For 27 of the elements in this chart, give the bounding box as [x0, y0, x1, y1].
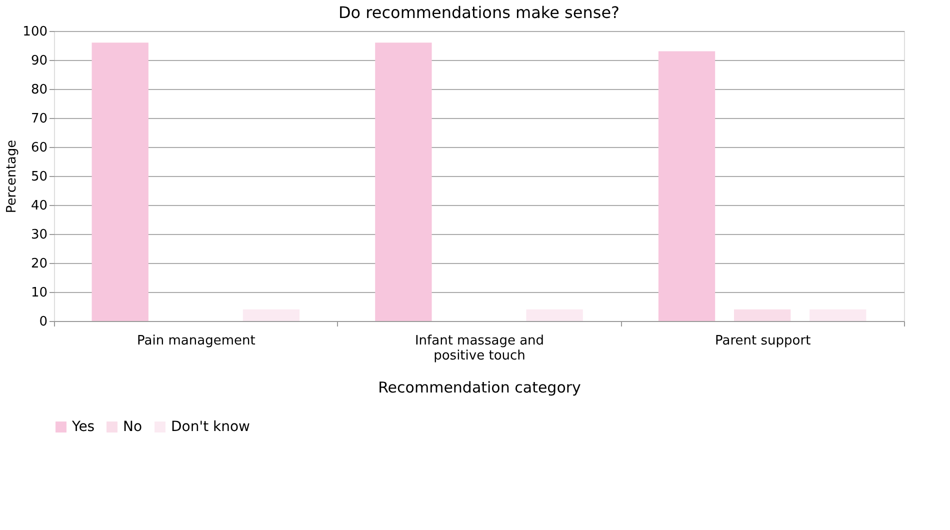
y-tick-label: 10: [30, 286, 48, 300]
x-axis-title: Recommendation category: [378, 378, 582, 396]
y-tick-label: 50: [30, 170, 48, 184]
bar: [375, 42, 432, 321]
legend-label: Yes: [71, 419, 95, 435]
y-tick-label: 30: [30, 228, 48, 242]
bar: [734, 309, 791, 321]
chart-title: Do recommendations make sense?: [338, 3, 620, 22]
legend-label: No: [123, 419, 142, 435]
bar: [526, 309, 583, 321]
y-tick-label: 80: [30, 82, 48, 98]
legend-label: Don't know: [171, 419, 250, 435]
bar: [658, 51, 716, 321]
y-tick-label: 60: [30, 140, 48, 156]
bar: [242, 309, 300, 321]
y-tick-label: 0: [39, 314, 48, 330]
y-tick-label: 20: [30, 256, 48, 272]
x-tick-label: Infant massage and positive touch: [414, 334, 544, 364]
y-tick-label: 90: [30, 54, 48, 68]
y-tick-label: 70: [30, 112, 48, 126]
bar: [810, 309, 866, 321]
y-axis-title: Percentage: [4, 140, 20, 214]
y-tick-label: 100: [22, 24, 48, 40]
bar: [92, 42, 148, 321]
x-tick-label: Pain management: [137, 334, 256, 348]
y-tick-label: 40: [30, 198, 48, 214]
x-tick-label: Parent support: [714, 334, 811, 348]
